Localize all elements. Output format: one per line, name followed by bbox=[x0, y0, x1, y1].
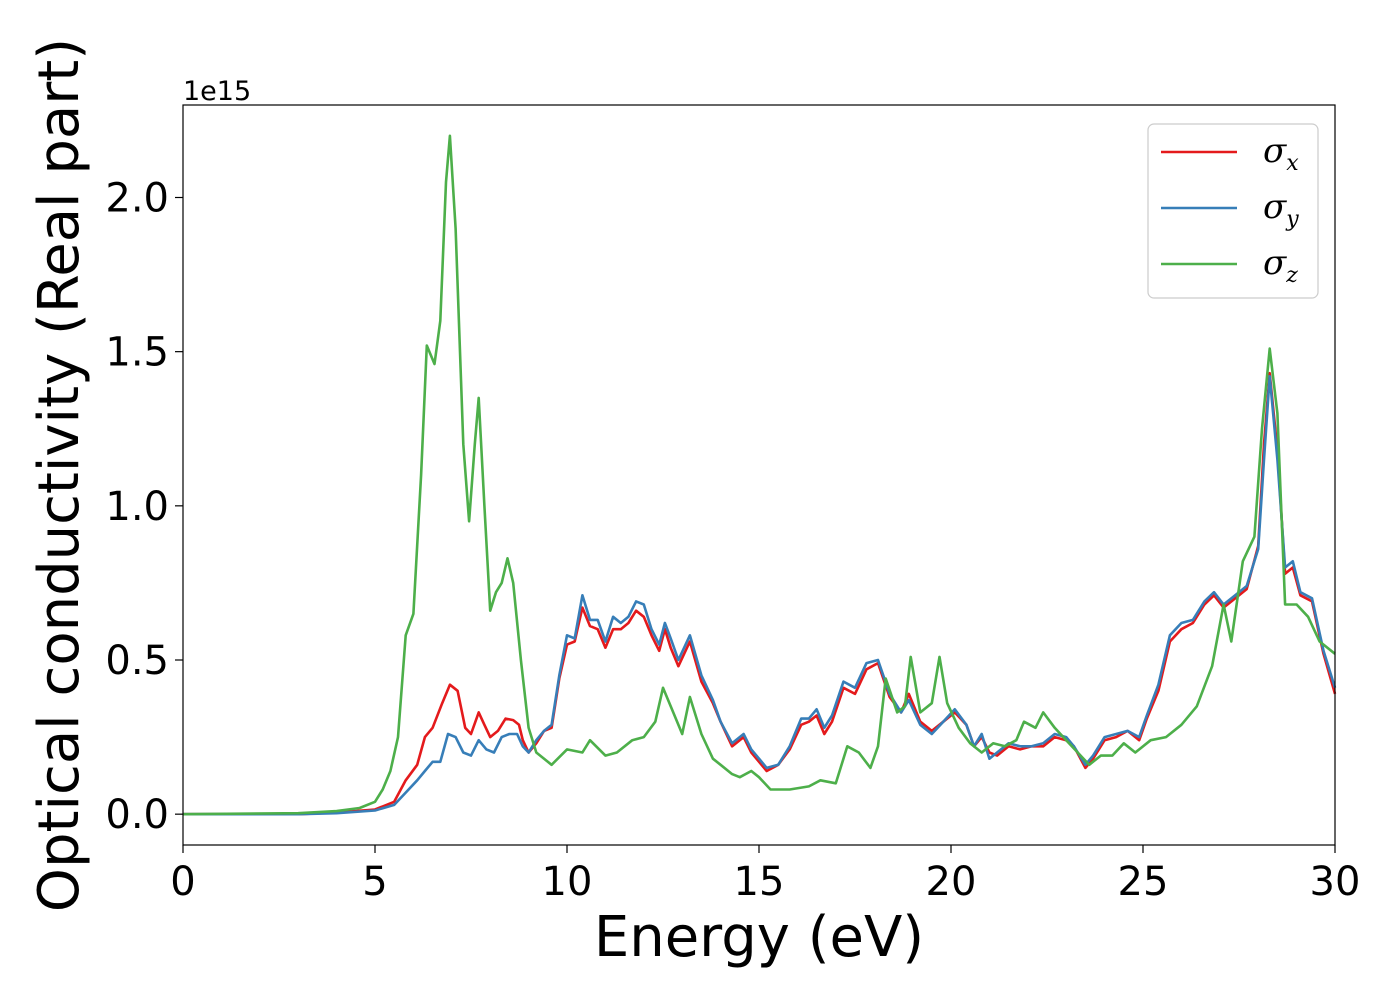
legend-label-y: σy bbox=[1263, 187, 1299, 232]
series-line-z bbox=[182, 134, 1336, 816]
x-tick-label: 30 bbox=[1310, 859, 1361, 905]
legend-label-z: σz bbox=[1263, 243, 1298, 288]
series-line-x bbox=[183, 371, 1337, 816]
x-tick-label: 5 bbox=[362, 859, 387, 905]
y-tick-label: 1.0 bbox=[105, 484, 169, 530]
legend-box bbox=[1147, 123, 1319, 299]
y-axis-label: Optical conductivity (Real part) bbox=[27, 38, 92, 912]
x-tick-label: 20 bbox=[926, 859, 977, 905]
series-layer bbox=[182, 134, 1337, 816]
series-line-y bbox=[183, 375, 1337, 816]
y-offset-text: 1e15 bbox=[183, 76, 251, 107]
x-tick-label: 0 bbox=[170, 859, 195, 905]
y-tick-label: 2.0 bbox=[105, 176, 169, 222]
y-axis-ticks: 0.0 0.5 1.0 1.5 2.0 bbox=[105, 176, 183, 838]
legend: σx σy σz bbox=[1147, 123, 1319, 299]
y-tick-label: 0.5 bbox=[105, 638, 169, 684]
y-tick-label: 0.0 bbox=[105, 792, 169, 838]
y-tick-label: 1.5 bbox=[105, 330, 169, 376]
x-tick-label: 25 bbox=[1118, 859, 1169, 905]
x-tick-label: 10 bbox=[542, 859, 593, 905]
legend-label-x: σx bbox=[1263, 131, 1299, 176]
x-tick-label: 15 bbox=[734, 859, 785, 905]
x-axis-ticks: 0 5 10 15 20 25 30 bbox=[170, 845, 1360, 905]
x-axis-label: Energy (eV) bbox=[594, 905, 924, 970]
